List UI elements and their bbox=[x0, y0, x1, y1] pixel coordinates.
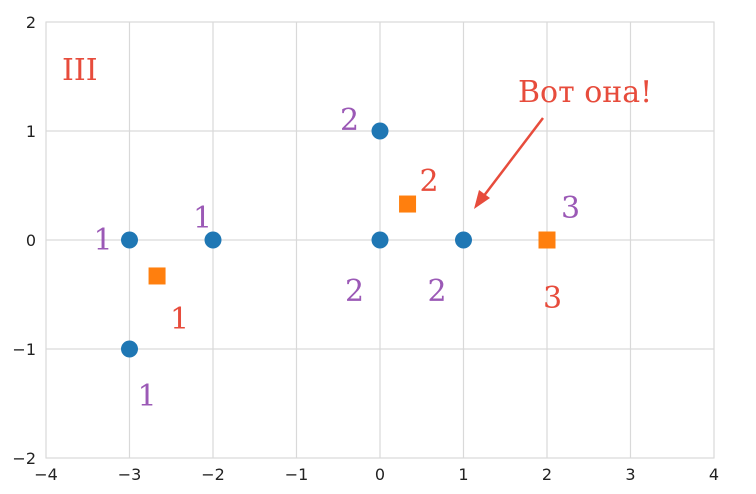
data-point-circle bbox=[204, 231, 222, 249]
x-tick-label: 0 bbox=[375, 465, 385, 484]
point-cluster-label: 2 bbox=[340, 103, 359, 138]
x-tick-label: 4 bbox=[709, 465, 719, 484]
data-point-circle bbox=[371, 231, 389, 249]
point-cluster-label: 1 bbox=[138, 379, 157, 414]
y-tick-label: 2 bbox=[26, 13, 36, 32]
point-labels: 1 1 1 2 2 2 1 2 3 3 bbox=[94, 103, 581, 414]
data-point-circle bbox=[121, 231, 138, 249]
x-tick-label: 1 bbox=[458, 465, 468, 484]
y-tick-label: −1 bbox=[12, 340, 36, 359]
data-marks bbox=[121, 122, 556, 358]
x-tick-label: −4 bbox=[34, 465, 58, 484]
centroid-square bbox=[148, 267, 166, 285]
x-tick-label: −1 bbox=[285, 465, 309, 484]
point-cluster-label: 1 bbox=[94, 223, 113, 258]
centroid-cluster-label: 3 bbox=[543, 281, 562, 316]
centroid-square bbox=[538, 231, 556, 249]
x-tick-label: −2 bbox=[201, 465, 225, 484]
annotation-text: Вот она! bbox=[518, 75, 652, 110]
y-tick-label: −2 bbox=[12, 449, 36, 468]
x-tick-label: 3 bbox=[625, 465, 635, 484]
data-point-circle bbox=[121, 340, 138, 358]
point-cluster-label: 2 bbox=[345, 274, 364, 309]
grid bbox=[45, 21, 715, 459]
point-cluster-label: 2 bbox=[428, 274, 447, 309]
centroid-cluster-label: 1 bbox=[170, 302, 189, 337]
centroid-cluster-label: 2 bbox=[420, 164, 439, 199]
point-cluster-label: 1 bbox=[193, 201, 212, 236]
annotation-arrow bbox=[474, 117, 544, 209]
panel-label: III bbox=[62, 53, 98, 88]
data-point-circle bbox=[455, 231, 472, 249]
centroid-square bbox=[399, 195, 417, 213]
y-tick-label: 0 bbox=[26, 231, 36, 250]
x-tick-label: 2 bbox=[542, 465, 552, 484]
extra-cluster-label: 3 bbox=[561, 191, 580, 226]
y-tick-label: 1 bbox=[26, 122, 36, 141]
x-tick-label: −3 bbox=[118, 465, 142, 484]
data-point-circle bbox=[371, 122, 389, 140]
tick-labels: −4 −3 −2 −1 0 1 2 3 4 −2 −1 0 1 2 bbox=[12, 13, 719, 484]
